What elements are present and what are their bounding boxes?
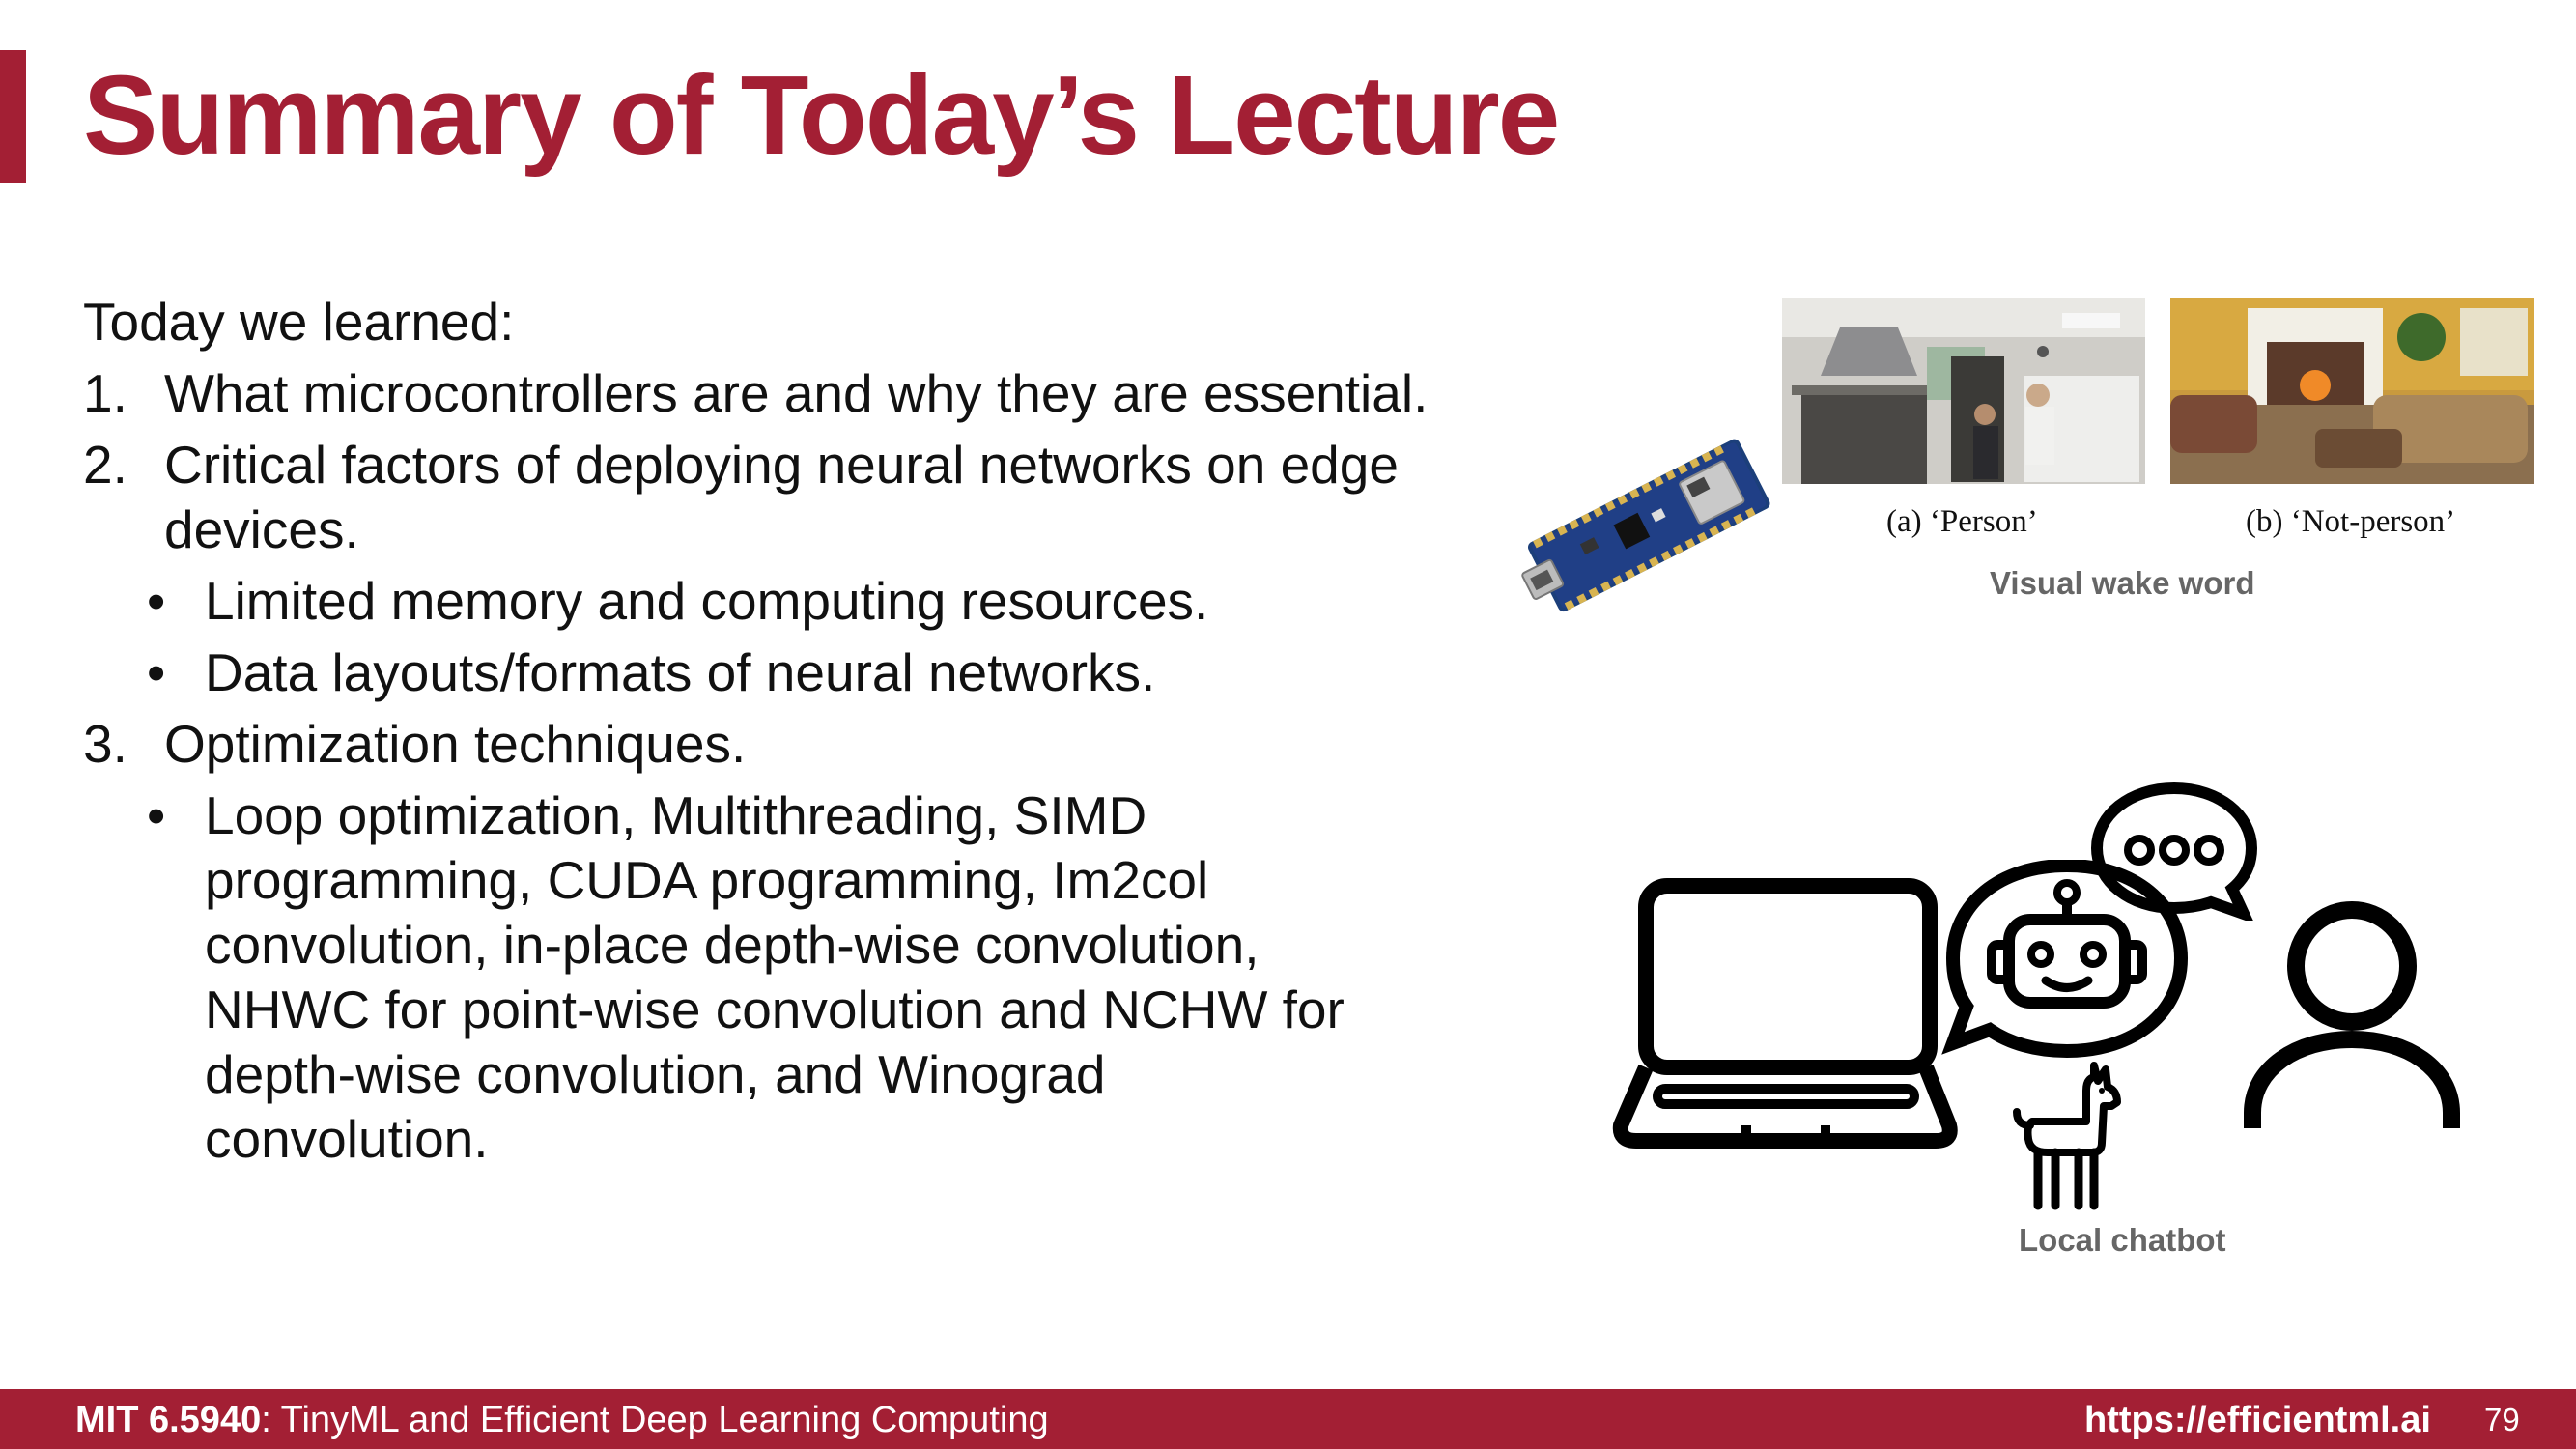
visual-wake-word-caption: Visual wake word [1990,565,2255,601]
list-number: 2. [83,435,127,495]
kitchen-photo [1782,298,2145,484]
page-number: 79 [2484,1402,2520,1437]
sub-list-item-text: Data layouts/formats of neural networks. [205,642,1156,702]
robot-chat-icon [1941,860,2189,1058]
list-item: 3. Optimization techniques. [83,712,1503,777]
list-number: 1. [83,363,127,423]
sub-list-item: • Data layouts/formats of neural network… [83,640,1503,705]
list-number: 3. [83,714,127,774]
intro-text: Today we learned: [83,292,515,352]
person-icon [2244,901,2460,1128]
laptop-icon [1612,878,1958,1149]
list-item-text: What microcontrollers are and why they a… [164,363,1429,423]
sub-list-item-text: Limited memory and computing resources. [205,571,1209,631]
caption-not-person: (b) ‘Not-person’ [2246,504,2456,539]
list-item-text: Optimization techniques. [164,714,747,774]
local-chatbot-caption: Local chatbot [2019,1222,2226,1258]
sub-list-item-text: Loop optimization, Multithreading, SIMD … [205,785,1345,1169]
caption-person: (a) ‘Person’ [1886,504,2038,539]
bullet: • [147,571,166,631]
slide-title: Summary of Today’s Lecture [83,52,1560,178]
llama-icon [2013,1062,2121,1210]
footer-course: MIT 6.5940: TinyML and Efficient Deep Le… [75,1400,1049,1441]
course-code: MIT 6.5940 [75,1400,262,1440]
list-item: 1. What microcontrollers are and why the… [83,361,1503,426]
bullet: • [147,642,166,702]
speech-dots-icon [2091,782,2257,921]
footer-url-link[interactable]: https://efficientml.ai [2084,1400,2431,1440]
course-name: : TinyML and Efficient Deep Learning Com… [261,1400,1049,1440]
sub-list-item: • Limited memory and computing resources… [83,569,1503,634]
title-accent-bar [0,50,26,183]
living-room-photo [2170,298,2534,484]
footer-bar: MIT 6.5940: TinyML and Efficient Deep Le… [0,1389,2576,1449]
list-item: 2. Critical factors of deploying neural … [83,433,1503,562]
bullet: • [147,785,166,845]
list-item-text: Critical factors of deploying neural net… [164,435,1399,559]
microcontroller-board-image [1521,439,1770,612]
sub-list-item: • Loop optimization, Multithreading, SIM… [83,783,1383,1172]
summary-content: Today we learned: 1. What microcontrolle… [83,290,1503,1179]
